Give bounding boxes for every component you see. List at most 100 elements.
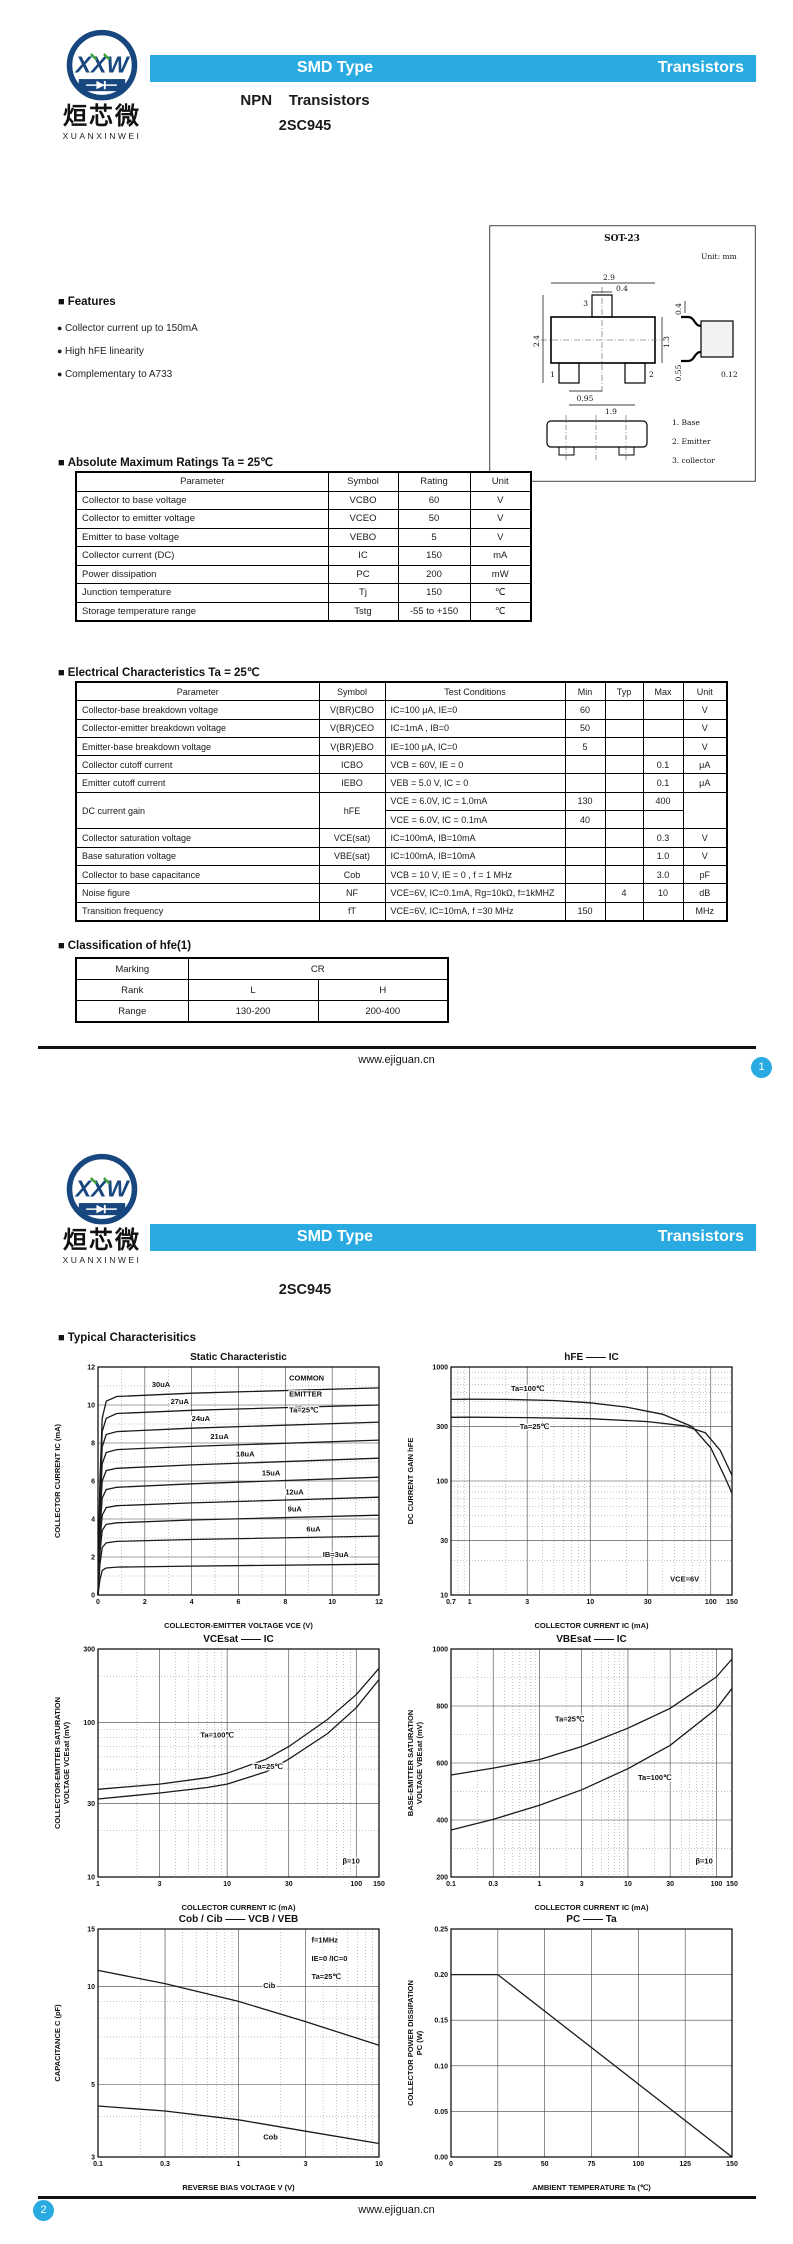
- svg-text:IE=0 /IC=0: IE=0 /IC=0: [312, 1954, 348, 1963]
- svg-text:1000: 1000: [432, 1365, 448, 1372]
- svg-text:1000: 1000: [432, 1647, 448, 1654]
- svg-text:25: 25: [494, 2161, 502, 2168]
- data-table: Parameter Symbol Rating Unit Collector to ba…: [75, 471, 532, 622]
- header-right-label: Transistors: [657, 59, 744, 76]
- table-cell: [642, 718, 684, 738]
- table-cell: IEBO: [318, 773, 386, 793]
- svg-text:0.00: 0.00: [434, 2155, 448, 2162]
- svg-text:150: 150: [373, 1881, 385, 1888]
- table-cell: Emitter to base voltage: [75, 527, 329, 547]
- svg-text:21uA: 21uA: [210, 1432, 229, 1441]
- svg-text:10: 10: [223, 1881, 231, 1888]
- table-cell: 50: [564, 718, 606, 738]
- package-drawing: SOT-23 Unit: mm 3 1 2 2.9 0.4 2.4 1.3 0.…: [489, 225, 756, 482]
- svg-text:3: 3: [304, 2161, 308, 2168]
- table-row: Collector-base breakdown voltage V(BR)CBO…: [75, 700, 728, 720]
- table-cell: 130-200: [187, 1000, 319, 1023]
- table-cell: IE=100 μA, IC=0: [384, 736, 566, 757]
- typical-characteristics-heading: Typical Characterisitics: [58, 1332, 196, 1344]
- dim-total-height: 2.4: [532, 335, 541, 347]
- chart-static-characteristic: 0 2 4 6 8 10 12 0 2 4 6 8 10 12 30uA 27uA 24uA 21uA 18uA 15…: [52, 1350, 392, 1633]
- svg-text:3: 3: [158, 1881, 162, 1888]
- svg-text:125: 125: [679, 2161, 691, 2168]
- series-line: [97, 1535, 380, 1596]
- logo-text: XXW: [74, 1176, 131, 1202]
- svg-text:150: 150: [726, 1881, 738, 1888]
- svg-text:30: 30: [644, 1599, 652, 1606]
- svg-text:300: 300: [436, 1424, 448, 1431]
- svg-text:300: 300: [83, 1647, 95, 1654]
- table-cell: MHz: [682, 901, 728, 922]
- table-cell: L: [187, 979, 319, 1001]
- svg-text:Cib: Cib: [263, 1981, 276, 1990]
- svg-text:COLLECTOR CURRENT IC (mA): COLLECTOR CURRENT IC (mA): [53, 1423, 62, 1538]
- chart-power-vs-temperature: 0 25 50 75 100 125 150 0.00 0.05 0.10 0.15 0.20 0.25…: [405, 1912, 745, 2195]
- elec-char-heading: Electrical Characteristics Ta = 25℃: [58, 665, 260, 679]
- table-cell: [604, 791, 644, 812]
- svg-text:COLLECTOR POWER DISSIPATION: COLLECTOR POWER DISSIPATION: [406, 1980, 415, 2106]
- table-cell: 4: [604, 883, 644, 903]
- svg-text:30: 30: [666, 1881, 674, 1888]
- svg-text:VOLTAGE VBEsat (mV): VOLTAGE VBEsat (mV): [415, 1721, 424, 1804]
- svg-text:10: 10: [87, 1403, 95, 1410]
- table-row: Collector current (DC) IC 150 mA: [75, 546, 532, 566]
- logo-mark-icon: XXW: [66, 29, 138, 101]
- svg-text:4: 4: [91, 1517, 95, 1524]
- table-cell: 40: [564, 810, 606, 830]
- svg-text:f=1MHz: f=1MHz: [312, 1936, 339, 1945]
- chart-capacitance-vs-voltage: 0.1 0.3 1 3 10 3 5 10 15 Cib Cob f=1MHz IE=0 /IC=0 Ta…: [52, 1912, 392, 2195]
- table-cell: μA: [682, 755, 728, 775]
- svg-text:3: 3: [91, 2155, 95, 2162]
- table-row: Marking CR: [75, 957, 449, 980]
- chart-svg: 0.1 0.3 1 3 10 30 100 150 200 400 600 800 1000 Ta=25℃…: [406, 1634, 738, 1912]
- table-cell: Storage temperature range: [75, 601, 329, 622]
- table-cell: ICBO: [318, 755, 386, 775]
- svg-text:8: 8: [91, 1441, 95, 1448]
- table-cell: [604, 718, 644, 738]
- table-cell: 130: [564, 791, 606, 812]
- chart-svg: 0 25 50 75 100 125 150 0.00 0.05 0.10 0.15 0.20 0.25…: [406, 1914, 738, 2192]
- column-header: Unit: [682, 681, 728, 702]
- table-cell: V: [469, 509, 532, 529]
- table-cell: Emitter-base breakdown voltage: [75, 736, 320, 757]
- table-cell: hFE: [318, 791, 386, 830]
- svg-text:10: 10: [440, 1593, 448, 1600]
- table-cell: Marking: [75, 957, 189, 980]
- column-header: Unit: [469, 471, 532, 492]
- svg-text:2: 2: [143, 1599, 147, 1606]
- table-cell: 400: [642, 791, 684, 812]
- table-cell: V: [682, 828, 728, 848]
- table-cell: 200: [397, 564, 471, 584]
- data-table: Marking CR Rank L H Range 130-200 200-400: [75, 957, 449, 1023]
- table-cell: 0.1: [642, 773, 684, 793]
- svg-text:COLLECTOR CURRENT IC (mA): COLLECTOR CURRENT IC (mA): [534, 1621, 649, 1630]
- svg-text:Ta=100℃: Ta=100℃: [200, 1731, 234, 1740]
- table-row: Range 130-200 200-400: [75, 1000, 449, 1023]
- svg-text:800: 800: [436, 1704, 448, 1711]
- table-cell: VEB = 5.0 V, IC = 0: [384, 773, 566, 793]
- table-cell: V: [469, 490, 532, 510]
- table-row: Collector cutoff current ICBO VCB = 60V, I…: [75, 755, 728, 775]
- dim-standoff: 0.55: [674, 364, 683, 381]
- svg-text:9uA: 9uA: [288, 1504, 303, 1513]
- table-cell: pF: [682, 864, 728, 885]
- svg-text:Ta=25℃: Ta=25℃: [555, 1715, 585, 1724]
- pin-3-label: 3. collector: [672, 456, 715, 465]
- table-cell: ℃: [469, 601, 532, 622]
- classification-heading: Classification of hfe(1): [58, 940, 191, 952]
- svg-text:VCE=6V: VCE=6V: [670, 1574, 699, 1583]
- svg-text:1: 1: [538, 1881, 542, 1888]
- table-cell: 0.3: [642, 828, 684, 848]
- svg-text:Ta=100℃: Ta=100℃: [511, 1384, 545, 1393]
- company-logo: XXW 烜芯微 XUANXINWEI: [50, 28, 154, 141]
- table-cell: ℃: [469, 583, 532, 603]
- device-type-title: NPN Transistors: [240, 92, 370, 109]
- table-cell: Tj: [327, 583, 399, 603]
- part-number-title: 2SC945: [278, 1282, 332, 1298]
- table-cell: V: [682, 700, 728, 720]
- table-row: Base saturation voltage VBE(sat) IC=100mA,…: [75, 846, 728, 866]
- svg-text:VBEsat —— IC: VBEsat —— IC: [556, 1634, 627, 1645]
- column-header: Typ: [604, 681, 644, 702]
- abs-max-heading: Absolute Maximum Ratings Ta = 25℃: [58, 455, 273, 469]
- table-cell: [604, 901, 644, 922]
